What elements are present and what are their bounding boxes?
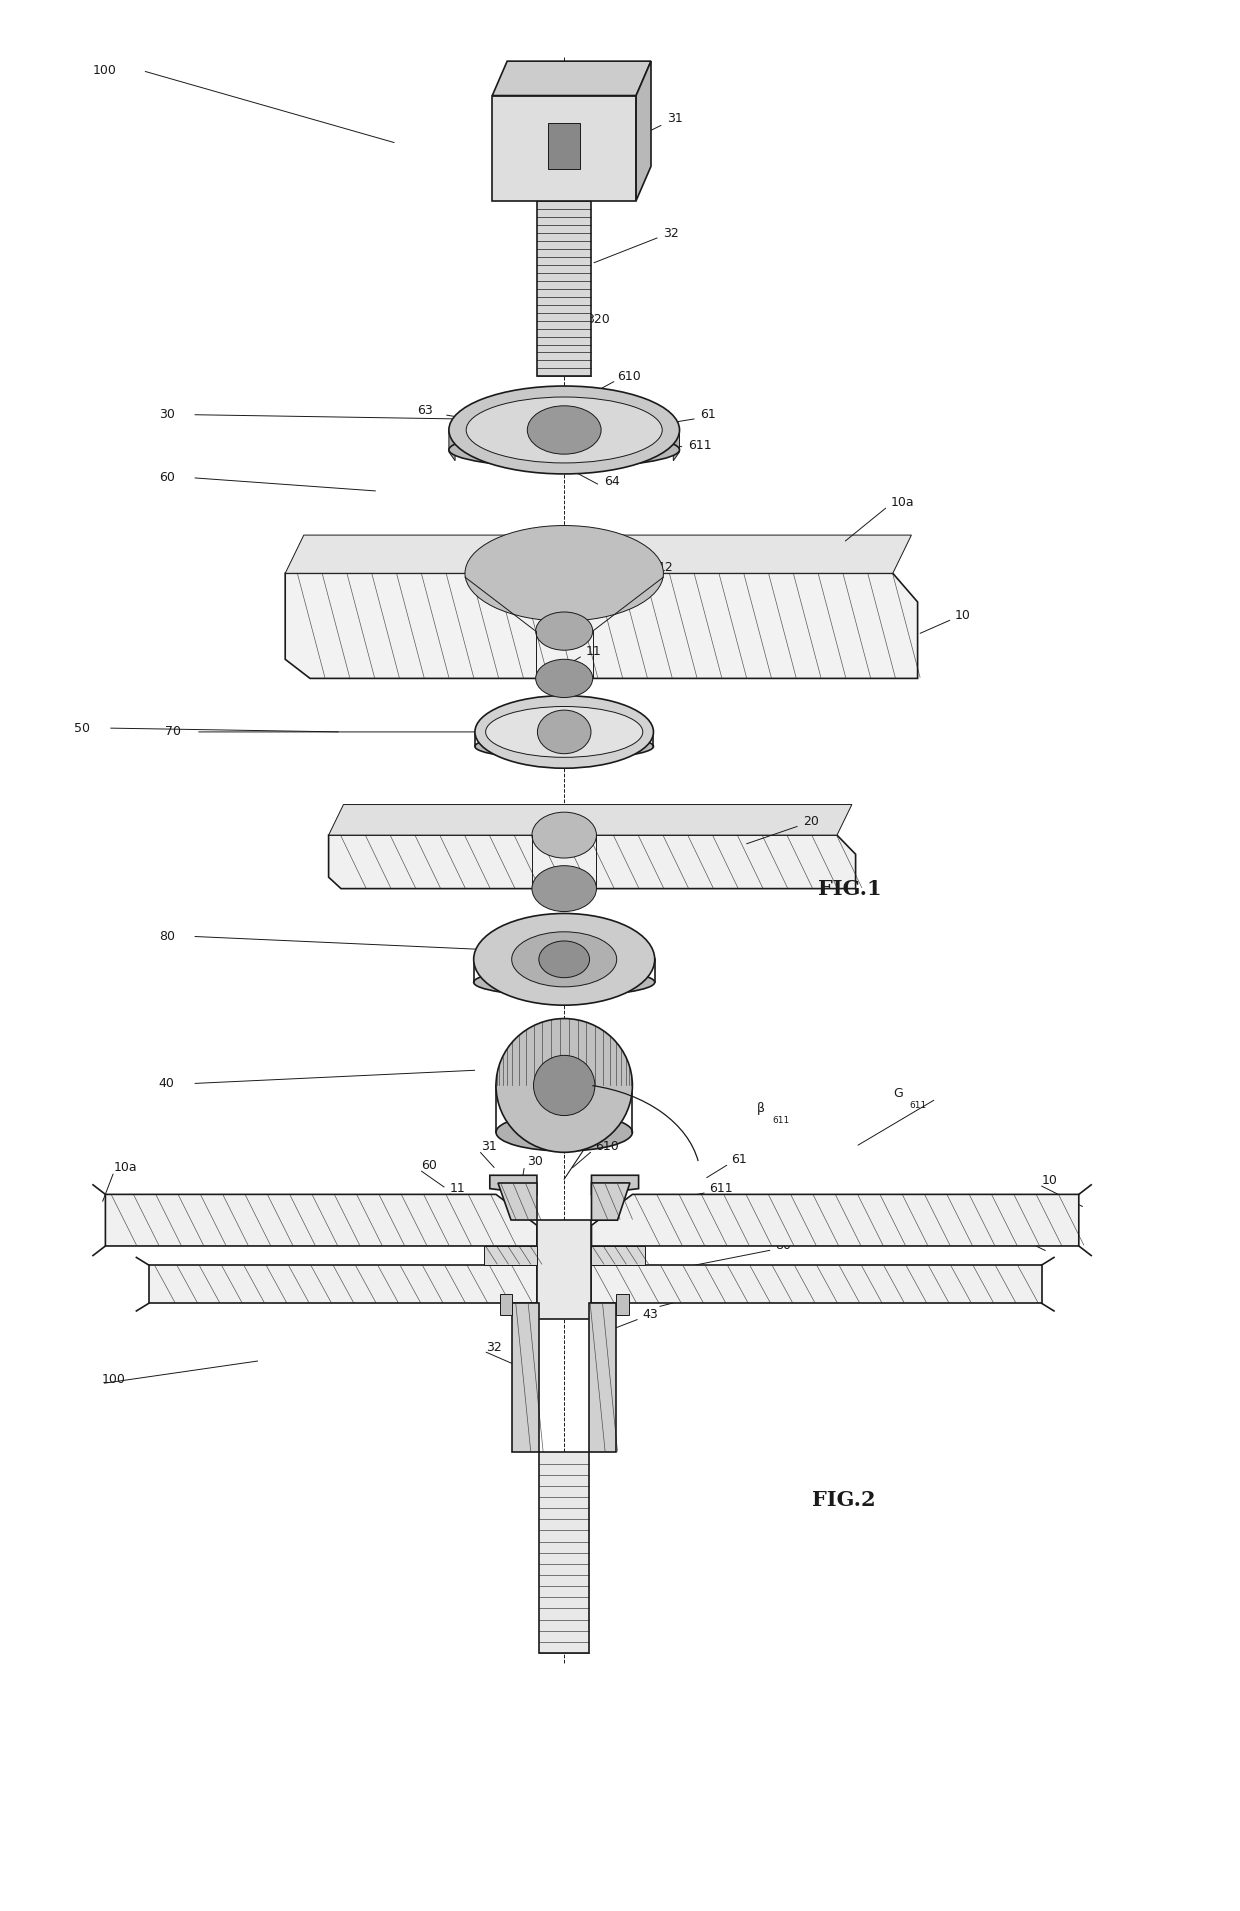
- Text: 10: 10: [955, 610, 971, 621]
- Ellipse shape: [532, 812, 596, 858]
- Text: 10a: 10a: [890, 497, 914, 508]
- Text: 31: 31: [481, 1141, 497, 1152]
- Text: 40: 40: [732, 1278, 748, 1290]
- Text: 30: 30: [527, 1156, 543, 1168]
- Polygon shape: [616, 1294, 629, 1315]
- Text: 70: 70: [366, 1204, 382, 1215]
- Polygon shape: [591, 1175, 639, 1194]
- Polygon shape: [329, 835, 856, 889]
- Bar: [537, 201, 591, 376]
- Text: 50: 50: [74, 722, 91, 734]
- Text: 611: 611: [909, 1101, 926, 1110]
- Polygon shape: [591, 1246, 645, 1265]
- Ellipse shape: [527, 405, 601, 455]
- Text: 611: 611: [688, 440, 712, 451]
- Polygon shape: [512, 1303, 539, 1452]
- Text: 31: 31: [667, 113, 683, 124]
- Text: 610: 610: [595, 1141, 619, 1152]
- Ellipse shape: [536, 612, 593, 650]
- Text: 10: 10: [1042, 1175, 1058, 1187]
- Text: X: X: [515, 1106, 523, 1118]
- Polygon shape: [492, 96, 636, 201]
- Text: 21: 21: [515, 1233, 531, 1244]
- Polygon shape: [484, 1246, 537, 1265]
- Text: 611: 611: [773, 1116, 790, 1126]
- Text: 43: 43: [642, 1309, 658, 1321]
- Ellipse shape: [537, 711, 591, 753]
- Text: 60: 60: [531, 1120, 542, 1129]
- Polygon shape: [149, 1265, 537, 1303]
- Polygon shape: [591, 1194, 1079, 1246]
- Text: 610: 610: [618, 371, 641, 382]
- Ellipse shape: [449, 432, 680, 468]
- Text: 63: 63: [417, 405, 433, 417]
- Ellipse shape: [533, 1055, 595, 1116]
- Text: 60: 60: [159, 472, 175, 483]
- Text: 64: 64: [604, 476, 620, 487]
- Text: 60: 60: [422, 1160, 438, 1171]
- Bar: [548, 122, 580, 170]
- Polygon shape: [449, 430, 455, 461]
- Text: 64: 64: [620, 1208, 636, 1219]
- Text: 10a: 10a: [114, 1162, 138, 1173]
- Text: 320: 320: [587, 313, 610, 325]
- Polygon shape: [591, 1183, 630, 1219]
- Ellipse shape: [475, 696, 653, 768]
- Bar: [537, 1221, 591, 1319]
- Text: 70: 70: [165, 726, 181, 738]
- Text: 80: 80: [775, 1240, 791, 1252]
- Ellipse shape: [536, 659, 593, 698]
- Text: 11: 11: [585, 646, 601, 657]
- Ellipse shape: [474, 913, 655, 1005]
- Text: G: G: [893, 1087, 903, 1099]
- Ellipse shape: [532, 866, 596, 912]
- Polygon shape: [490, 1175, 537, 1194]
- Text: 61: 61: [701, 409, 717, 420]
- Ellipse shape: [465, 526, 663, 621]
- Text: β: β: [756, 1103, 764, 1114]
- Text: 80: 80: [159, 931, 175, 942]
- Text: 40: 40: [159, 1078, 175, 1089]
- Text: 61: 61: [732, 1154, 748, 1166]
- Text: 20: 20: [1007, 1221, 1023, 1233]
- Polygon shape: [636, 61, 651, 201]
- Text: 20: 20: [804, 816, 820, 827]
- Text: 32: 32: [486, 1342, 502, 1353]
- Ellipse shape: [496, 1114, 632, 1150]
- Ellipse shape: [466, 397, 662, 462]
- Text: 43: 43: [585, 1087, 601, 1099]
- Bar: [539, 1452, 589, 1653]
- Polygon shape: [329, 805, 852, 835]
- Ellipse shape: [475, 734, 653, 759]
- Ellipse shape: [512, 933, 616, 986]
- Text: FIG.1: FIG.1: [818, 879, 882, 898]
- Ellipse shape: [496, 1019, 632, 1152]
- Ellipse shape: [474, 969, 655, 996]
- Ellipse shape: [486, 707, 642, 757]
- Text: FIG.2: FIG.2: [812, 1491, 875, 1510]
- Polygon shape: [673, 430, 680, 461]
- Polygon shape: [500, 1294, 512, 1315]
- Text: 30: 30: [159, 409, 175, 420]
- Polygon shape: [285, 535, 911, 573]
- Text: 11: 11: [450, 1183, 466, 1194]
- Text: 12: 12: [657, 562, 673, 573]
- Polygon shape: [492, 61, 651, 96]
- Polygon shape: [105, 1194, 537, 1246]
- Polygon shape: [498, 1183, 537, 1219]
- Text: 100: 100: [93, 65, 117, 76]
- Text: 32: 32: [663, 227, 680, 239]
- Polygon shape: [285, 573, 918, 678]
- Polygon shape: [589, 1303, 616, 1452]
- Polygon shape: [591, 1265, 1042, 1303]
- Text: 100: 100: [102, 1374, 125, 1385]
- Ellipse shape: [449, 386, 680, 474]
- Text: 21: 21: [573, 950, 589, 961]
- Ellipse shape: [539, 940, 589, 978]
- Text: 611: 611: [709, 1183, 733, 1194]
